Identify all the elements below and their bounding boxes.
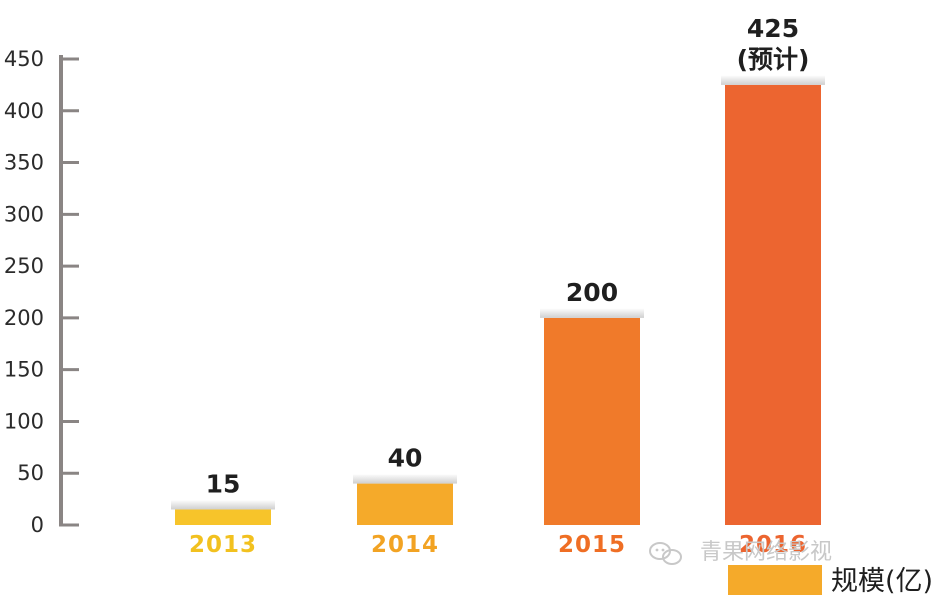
data-label-note: (预计) xyxy=(737,45,810,74)
wechat-icon xyxy=(649,542,682,565)
x-axis-labels: 2013 2014 2015 2016 xyxy=(189,532,807,558)
data-label: 40 xyxy=(388,444,423,473)
data-label: 425 xyxy=(747,14,799,43)
x-tick-label: 2014 xyxy=(371,532,439,558)
y-tick-label: 400 xyxy=(4,99,44,123)
y-tick-label: 50 xyxy=(17,461,44,485)
legend-label: 规模(亿) xyxy=(831,566,933,597)
watermark-text: 青果网络影视 xyxy=(700,540,832,565)
data-label: 200 xyxy=(566,278,618,307)
bar-cap xyxy=(171,500,275,510)
bars xyxy=(171,75,825,525)
x-tick-label: 2016 xyxy=(739,532,807,558)
bar xyxy=(175,509,271,525)
y-axis: 0 50 100 150 200 250 300 350 400 450 xyxy=(4,47,79,537)
bar xyxy=(725,84,821,525)
y-tick-label: 150 xyxy=(4,358,44,382)
y-tick-label: 200 xyxy=(4,306,44,330)
y-tick-label: 350 xyxy=(4,151,44,175)
y-tick-label: 450 xyxy=(4,47,44,71)
bar xyxy=(357,483,453,525)
bar-cap xyxy=(353,474,457,484)
watermark: 青果网络影视 xyxy=(649,540,832,565)
bar xyxy=(544,317,640,525)
value-labels: 15 40 200 425(预计) xyxy=(206,14,810,499)
y-tick-label: 300 xyxy=(4,202,44,226)
legend-swatch xyxy=(728,565,822,595)
y-tick-label: 250 xyxy=(4,254,44,278)
data-label: 15 xyxy=(206,469,241,498)
x-tick-label: 2015 xyxy=(558,532,626,558)
y-tick-label: 0 xyxy=(31,513,44,537)
y-tick-label: 100 xyxy=(4,409,44,433)
x-tick-label: 2013 xyxy=(189,532,257,558)
legend: 规模(亿) xyxy=(728,565,933,597)
bar-cap xyxy=(721,75,825,85)
bar-cap xyxy=(540,308,644,318)
